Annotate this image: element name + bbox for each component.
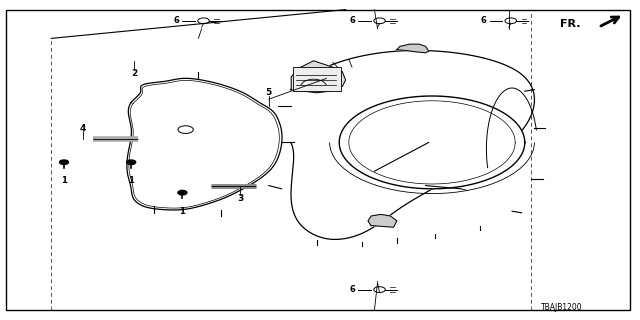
- Polygon shape: [397, 44, 429, 53]
- Polygon shape: [368, 214, 397, 227]
- Polygon shape: [291, 61, 346, 93]
- Text: 6: 6: [349, 285, 355, 294]
- Text: TBAJB1200: TBAJB1200: [541, 303, 582, 312]
- Bar: [293, 67, 341, 91]
- Text: 6: 6: [481, 16, 486, 25]
- Text: 1: 1: [179, 207, 186, 216]
- Text: 1: 1: [61, 176, 67, 185]
- Text: 2: 2: [131, 69, 138, 78]
- Text: 6: 6: [349, 16, 355, 25]
- Polygon shape: [339, 96, 525, 189]
- Text: FR.: FR.: [560, 19, 580, 29]
- Circle shape: [178, 190, 187, 195]
- Circle shape: [60, 160, 68, 164]
- Polygon shape: [127, 78, 282, 210]
- Text: 4: 4: [80, 124, 86, 132]
- Text: 5: 5: [266, 88, 272, 97]
- Circle shape: [127, 160, 136, 164]
- Polygon shape: [291, 51, 534, 239]
- Text: 3: 3: [237, 194, 243, 203]
- Text: 1: 1: [128, 176, 134, 185]
- Text: 6: 6: [173, 16, 179, 25]
